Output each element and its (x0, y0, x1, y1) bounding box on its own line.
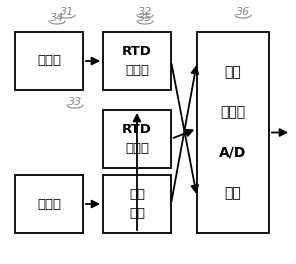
Bar (197, 32, 269, 233)
Bar (15, 175, 83, 233)
Text: 31: 31 (60, 7, 74, 17)
Text: 34: 34 (50, 13, 64, 23)
Text: 恒流源: 恒流源 (37, 54, 61, 68)
Text: 接入端: 接入端 (125, 142, 149, 155)
Text: 恒流源: 恒流源 (37, 197, 61, 210)
Text: 电压: 电压 (129, 207, 145, 220)
Text: 模块: 模块 (225, 186, 241, 200)
Text: 接入端: 接入端 (125, 64, 149, 77)
Bar (103, 110, 171, 168)
Text: RTD: RTD (122, 45, 152, 58)
Text: A/D: A/D (219, 146, 247, 160)
Text: RTD: RTD (122, 123, 152, 136)
Text: 信号: 信号 (225, 65, 241, 79)
Text: 参考: 参考 (129, 188, 145, 201)
Text: 35: 35 (138, 13, 152, 23)
Bar (15, 32, 83, 90)
Bar (103, 175, 171, 233)
Text: 33: 33 (68, 97, 82, 107)
Text: 36: 36 (236, 7, 250, 17)
Text: 32: 32 (138, 7, 152, 17)
Text: 放大与: 放大与 (221, 105, 246, 119)
Bar (103, 32, 171, 90)
